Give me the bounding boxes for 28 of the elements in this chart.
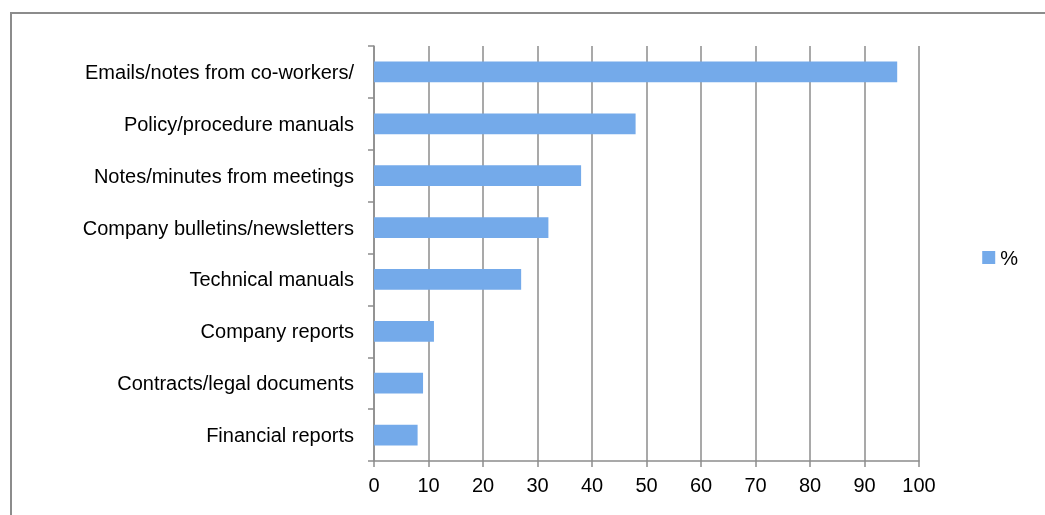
y-tick-label: Contracts/legal documents: [117, 372, 354, 395]
bar: [374, 113, 636, 135]
legend-label: %: [1000, 246, 1019, 269]
x-tick-label: 40: [580, 474, 604, 496]
x-tick-label: 100: [902, 474, 936, 496]
y-tick-label: Emails/notes from co-workers/: [85, 60, 355, 83]
bar: [374, 320, 434, 342]
bar: [374, 217, 549, 238]
y-tick-label: Company bulletins/newsletters: [82, 216, 354, 239]
y-tick-label: Technical manuals: [189, 268, 354, 291]
x-tick-label: 80: [798, 474, 822, 496]
x-tick-label: 70: [744, 474, 767, 496]
bar: [374, 424, 418, 446]
bar: [374, 269, 522, 290]
y-tick-label: Company reports: [200, 320, 354, 343]
bar: [374, 61, 898, 83]
x-tick-label: 60: [689, 474, 713, 496]
bar: [374, 165, 582, 187]
y-tick-label: Policy/procedure manuals: [123, 112, 354, 135]
x-tick-label: 90: [853, 474, 876, 496]
x-tick-label: 10: [417, 474, 440, 496]
x-tick-label: 50: [635, 474, 658, 496]
x-tick-label: 0: [368, 474, 380, 496]
y-tick-label: Notes/minutes from meetings: [93, 164, 354, 187]
y-tick-label: Financial reports: [206, 424, 354, 447]
x-tick-label: 30: [526, 474, 549, 496]
bar: [374, 372, 424, 394]
x-tick-label: 20: [471, 474, 495, 496]
